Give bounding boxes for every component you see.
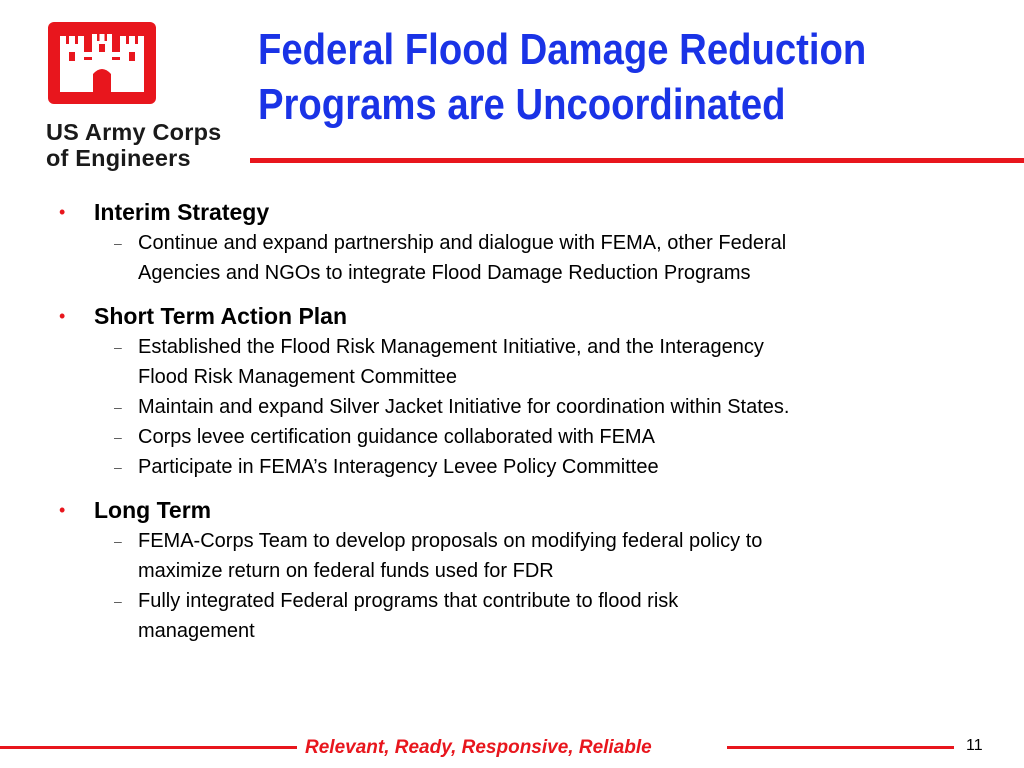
sub-bullet: – Corps levee certification guidance col…: [58, 422, 998, 452]
dash-icon: –: [114, 429, 122, 445]
bullet-heading: • Long Term: [58, 494, 998, 526]
castle-icon-box: [48, 22, 156, 104]
dash-icon: –: [114, 399, 122, 415]
sub-bullet-line: Established the Flood Risk Management In…: [138, 336, 764, 358]
logo-line-1: US Army Corps: [46, 119, 222, 145]
bullet-section-interim: • Interim Strategy – Continue and expand…: [58, 196, 998, 288]
sub-bullet-line: Fully integrated Federal programs that c…: [138, 590, 679, 612]
bullet-heading-text: Long Term: [94, 497, 212, 523]
dash-icon: –: [114, 533, 122, 549]
footer-divider-left: [0, 746, 297, 749]
bullet-heading: • Interim Strategy: [58, 196, 998, 228]
castle-icon: [60, 34, 144, 92]
sub-bullet-line: management: [138, 620, 255, 642]
slide-title: Federal Flood Damage Reduction Programs …: [258, 22, 902, 132]
slide-body: • Interim Strategy – Continue and expand…: [58, 196, 998, 658]
sub-bullet: – Maintain and expand Silver Jacket Init…: [58, 392, 998, 422]
dash-icon: –: [114, 593, 122, 609]
bullet-heading-text: Interim Strategy: [94, 199, 270, 225]
sub-bullet-line: FEMA-Corps Team to develop proposals on …: [138, 530, 763, 552]
dash-icon: –: [114, 235, 122, 251]
sub-bullet-line: Participate in FEMA’s Interagency Levee …: [138, 456, 659, 478]
sub-bullet-line: Maintain and expand Silver Jacket Initia…: [138, 396, 790, 418]
footer-divider-right: [727, 746, 954, 749]
bullet-section-short-term: • Short Term Action Plan – Established t…: [58, 300, 998, 482]
bullet-heading-text: Short Term Action Plan: [94, 303, 348, 329]
sub-bullet: – Participate in FEMA’s Interagency Leve…: [58, 452, 998, 482]
bullet-section-long-term: • Long Term – FEMA-Corps Team to develop…: [58, 494, 998, 646]
title-line-1: Federal Flood Damage Reduction: [258, 25, 867, 74]
sub-bullet: – Established the Flood Risk Management …: [58, 332, 998, 392]
bullet-icon: •: [59, 306, 66, 326]
title-line-2: Programs are Uncoordinated: [258, 80, 786, 129]
bullet-icon: •: [59, 500, 66, 520]
dash-icon: –: [114, 339, 122, 355]
title-divider: [250, 158, 1024, 163]
sub-bullet-line: Flood Risk Management Committee: [138, 366, 458, 388]
bullet-heading: • Short Term Action Plan: [58, 300, 998, 332]
sub-bullet: – Continue and expand partnership and di…: [58, 228, 998, 288]
sub-bullet-line: maximize return on federal funds used fo…: [138, 560, 554, 582]
usace-logo: US Army Corps of Engineers: [46, 20, 246, 180]
bullet-icon: •: [59, 202, 66, 222]
footer-tagline: Relevant, Ready, Responsive, Reliable: [305, 737, 652, 758]
sub-bullet: – Fully integrated Federal programs that…: [58, 586, 998, 646]
dash-icon: –: [114, 459, 122, 475]
logo-line-2: of Engineers: [46, 145, 191, 171]
page-number: 11: [966, 737, 983, 754]
sub-bullet-line: Agencies and NGOs to integrate Flood Dam…: [138, 262, 751, 284]
sub-bullet-line: Continue and expand partnership and dial…: [138, 232, 787, 254]
logo-text: US Army Corps of Engineers: [46, 119, 251, 171]
sub-bullet-line: Corps levee certification guidance colla…: [138, 426, 655, 448]
sub-bullet: – FEMA-Corps Team to develop proposals o…: [58, 526, 998, 586]
